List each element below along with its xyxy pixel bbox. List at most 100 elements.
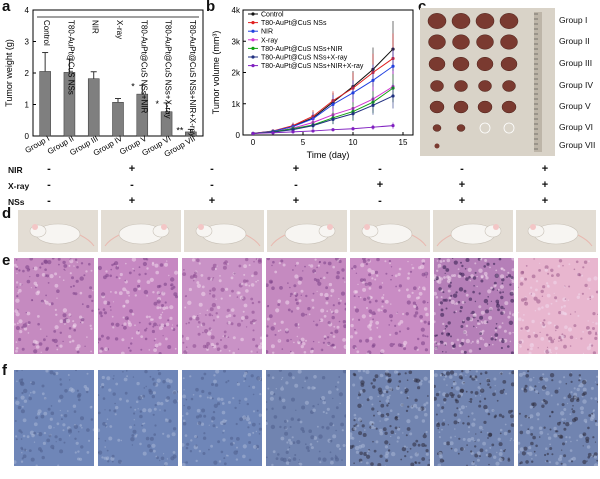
data-point [351,127,355,131]
treatment-label: T80-AuPt@CuS NSs [66,20,75,95]
treatment-sign: + [292,195,300,207]
series-line [252,125,394,134]
tumor-sample [451,13,471,29]
row-label-nss: NSs [8,197,25,207]
treatment-label: T80-AuPt@CuS NSs+NIR [139,20,148,113]
mouse-photo [18,210,98,252]
row-label-xray: X-ray [8,181,30,191]
data-point [391,94,395,98]
group-label: Group VII [559,140,596,150]
treatment-sign: - [47,195,51,207]
treatment-sign: - [378,195,382,207]
treatment-sign: + [128,195,136,207]
legend-entry: Control [261,12,284,19]
y-tick-label: 0 [236,131,241,140]
x-tick-label: 15 [399,138,408,147]
legend-marker [251,55,255,59]
group-label: Group II [559,36,590,46]
mouse-photo [433,210,513,252]
mouse-photo [184,210,264,252]
tumor-sample [500,56,518,72]
treatment-label: X-ray [115,20,124,39]
bar [39,71,51,137]
tumor-sample [477,100,493,114]
panel-label-b: b [206,0,216,15]
y-tick-label: 2 [25,69,30,78]
treatment-sign: - [378,163,382,175]
significance-mark: * [131,81,135,91]
y-tick-label: 1k [232,100,241,109]
x-tick-label: 0 [251,138,256,147]
bar [112,102,124,137]
x-tick-label: 10 [349,138,358,147]
tumor-sample [476,34,494,50]
tumor-sample [429,100,445,114]
y-tick-label: 3 [25,38,30,47]
panel-label-c: c [418,0,426,15]
treatment-label: NIR [91,20,100,34]
legend-entry: T80-AuPt@CuS NSs+NIR+X-ray [261,63,364,70]
data-point [331,128,335,132]
tumor-sample [434,143,440,149]
data-point [391,124,395,128]
mouse-photo [350,210,430,252]
y-axis-label: Tumor volume (mm³) [211,31,221,115]
data-point [371,103,375,107]
y-tick-label: 0 [25,132,30,141]
legend-entry: T80-AuPt@CuS NSs [261,20,327,27]
tumor-volume-line-chart: 0 1k 2k 3k 4k 0 5 10 15 Time (day) Tumor volume (m… [211,6,414,160]
data-point [291,130,295,134]
y-axis-label: Tumor weight (g) [4,39,14,107]
significance-mark: ** [176,125,184,135]
treatment-sign: + [128,163,136,175]
tumor-sample [475,13,495,29]
treatment-label: Control [42,20,51,46]
tumor-sample [432,124,442,132]
y-tick-label: 4k [232,6,241,15]
tumor-sample [453,100,469,114]
group-label: Group III [559,58,593,68]
legend-marker [251,21,255,25]
excised-tumors-photo [420,8,555,156]
legend-marker [251,38,255,42]
data-point [311,124,315,128]
tumor-sample [499,13,519,29]
treatment-sign: + [458,195,466,207]
mouse-photo [267,210,347,252]
treatment-sign: - [210,163,214,175]
x-axis-label: Time (day) [307,150,350,160]
group-label: Group VI [559,122,594,132]
series-line [252,48,394,134]
treatment-sign: - [47,179,51,191]
treatment-sign: + [541,179,549,191]
data-point [311,129,315,133]
data-point [251,131,255,136]
series-line [252,95,394,134]
treatment-sign: - [460,163,464,175]
ihc-stain-tile [432,369,515,468]
panel-label-e: e [2,252,11,269]
legend-entry: T80-AuPt@CuS NSs+X-ray [261,55,348,62]
data-point [351,112,355,116]
legend-entry: NIR [261,29,273,36]
data-point [271,131,275,135]
treatment-sign: + [458,179,466,191]
panel-label-d: d [2,205,12,222]
y-tick-label: 3k [232,37,241,46]
significance-mark: * [156,99,160,109]
he-stain-tile [432,256,516,355]
tumor-sample [478,80,492,92]
legend-marker [251,29,255,33]
tumor-sample [452,56,470,72]
group-label: Group I [559,15,588,25]
y-tick-label: 2k [232,69,241,78]
treatment-sign: + [541,163,549,175]
empty-tumor-slot [503,122,515,134]
panel-label-a: a [2,0,11,15]
legend-entry: X-ray [261,37,278,44]
he-stain-tile [13,256,94,354]
ihc-stain-tile [264,368,348,467]
y-tick-label: 1 [25,101,30,110]
data-point [331,102,335,106]
